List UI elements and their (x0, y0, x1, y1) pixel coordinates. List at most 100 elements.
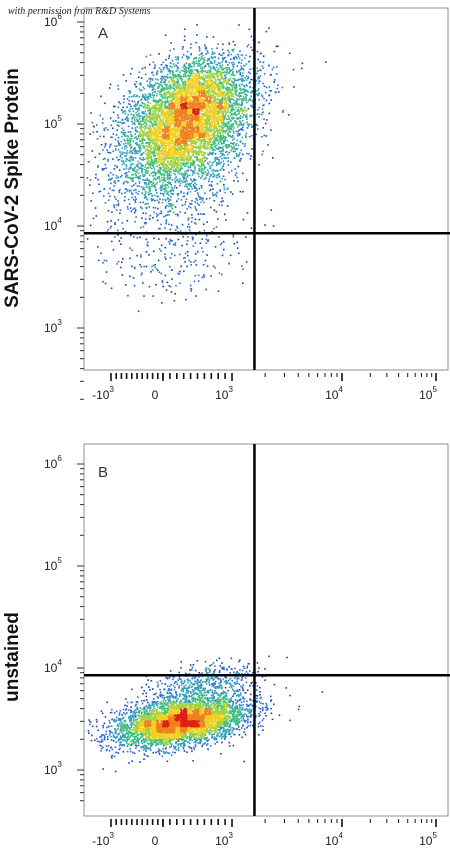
event-dot (213, 114, 215, 117)
event-dot (138, 123, 141, 126)
event-dot (158, 202, 160, 204)
event-dot (236, 100, 238, 103)
event-dot (227, 157, 230, 159)
event-dot (147, 97, 150, 100)
event-dot (113, 181, 115, 184)
event-dot (179, 185, 181, 187)
event-dot (214, 153, 217, 155)
event-dot (170, 159, 172, 161)
event-dot (191, 86, 194, 89)
event-dot (273, 80, 276, 83)
event-dot (222, 52, 225, 54)
event-dot (214, 144, 216, 147)
event-dot (209, 146, 212, 148)
event-dot (222, 130, 224, 132)
event-dot (207, 239, 210, 241)
event-dot (154, 138, 157, 141)
event-dot (196, 189, 198, 191)
event-dot (245, 54, 247, 57)
event-dot (125, 284, 127, 286)
event-dot (127, 181, 129, 184)
event-dot (143, 95, 146, 98)
event-dot (198, 54, 201, 56)
event-dot (228, 143, 230, 146)
event-dot (176, 106, 179, 109)
event-dot (228, 130, 230, 133)
event-dot (145, 117, 148, 120)
event-dot (109, 187, 111, 190)
event-dot (112, 133, 115, 135)
event-dot (154, 66, 157, 68)
event-dot (237, 130, 239, 133)
event-dot (223, 169, 225, 171)
event-dot (216, 120, 218, 123)
event-dot (257, 76, 260, 78)
event-dot (250, 104, 252, 107)
event-dot (135, 150, 138, 153)
event-dot (190, 290, 193, 292)
event-dot (146, 162, 148, 165)
event-dot (203, 113, 206, 116)
event-dot (229, 135, 231, 137)
event-dot (135, 198, 137, 200)
event-dot (134, 142, 137, 145)
event-dot (235, 56, 238, 59)
event-dot (190, 69, 192, 71)
event-dot (232, 88, 234, 91)
event-dot (166, 172, 169, 175)
event-dot (139, 177, 141, 180)
event-dot (223, 157, 225, 159)
event-dot (92, 131, 95, 133)
event-dot (228, 122, 230, 125)
event-dot (141, 96, 144, 98)
event-dot (227, 53, 230, 56)
event-dot (223, 118, 226, 120)
event-dot (199, 198, 201, 201)
event-dot (258, 98, 260, 101)
event-dot (199, 242, 202, 244)
event-dot (163, 191, 166, 193)
event-dot (141, 138, 143, 140)
event-dot (159, 108, 161, 110)
event-dot (196, 70, 199, 72)
event-dot (173, 170, 175, 172)
event-dot (235, 93, 237, 95)
event-dot (145, 206, 148, 209)
event-dot (198, 121, 200, 123)
event-dot (164, 207, 167, 209)
event-dot (213, 66, 215, 69)
event-dot (178, 180, 181, 182)
event-dot (123, 121, 126, 124)
event-dot (153, 148, 156, 151)
event-dot (136, 171, 138, 174)
event-dot (223, 71, 226, 73)
event-dot (155, 82, 157, 84)
event-dot (148, 125, 151, 127)
event-dot (153, 91, 156, 93)
event-dot (148, 82, 151, 85)
event-dot (215, 72, 218, 74)
event-dot (205, 81, 207, 83)
event-dot (184, 148, 187, 150)
event-dot (180, 167, 182, 170)
event-dot (152, 100, 155, 103)
event-dot (166, 167, 169, 170)
event-dot (130, 135, 133, 138)
event-dot (133, 105, 136, 107)
event-dot (266, 119, 268, 121)
event-dot (180, 199, 183, 201)
event-dot (248, 98, 251, 101)
event-dot (181, 223, 184, 226)
event-dot (236, 108, 239, 111)
event-dot (194, 140, 196, 142)
event-dot (231, 104, 233, 107)
event-dot (222, 131, 224, 134)
event-dot (152, 118, 155, 120)
event-dot (168, 163, 170, 165)
event-dot (160, 272, 163, 275)
event-dot (237, 53, 239, 56)
event-dot (224, 75, 227, 78)
event-dot (205, 238, 208, 241)
event-dot (148, 217, 151, 220)
event-dot (158, 167, 161, 169)
